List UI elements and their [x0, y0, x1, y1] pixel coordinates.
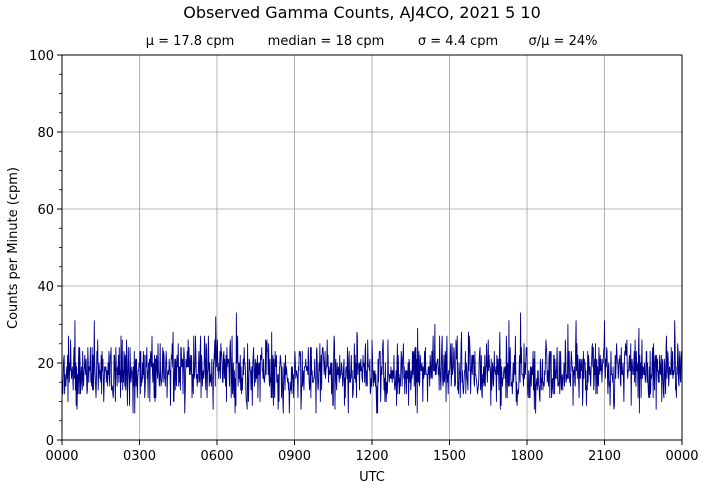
grid-lines [62, 55, 682, 440]
y-tick-label: 20 [37, 357, 54, 372]
y-tick-label: 40 [37, 280, 54, 295]
gamma-count-series [61, 312, 683, 414]
x-tick-label: 1500 [433, 449, 466, 464]
x-tick-label: 1200 [355, 449, 388, 464]
y-tick-label: 80 [37, 126, 54, 141]
axis-ticks: 0000 0300 0600 0900 1200 1500 1800 2100 00000204… [29, 49, 698, 464]
stat-mean: μ = 17.8 cpm [146, 34, 235, 49]
y-tick-label: 0 [46, 434, 54, 449]
stat-ratio: σ/μ = 24% [529, 34, 598, 49]
chart-title: Observed Gamma Counts, AJ4CO, 2021 5 10 [183, 3, 541, 22]
y-tick-label: 100 [29, 49, 54, 64]
x-axis-label: UTC [359, 470, 385, 485]
x-tick-label: 2100 [588, 449, 621, 464]
y-tick-label: 60 [37, 203, 54, 218]
x-tick-label: 0000 [665, 449, 698, 464]
stat-sigma: σ = 4.4 cpm [418, 34, 498, 49]
x-tick-label: 0900 [278, 449, 311, 464]
x-tick-label: 0300 [123, 449, 156, 464]
x-tick-label: 0000 [45, 449, 78, 464]
x-tick-label: 0600 [200, 449, 233, 464]
y-axis-label: Counts per Minute (cpm) [6, 167, 21, 329]
series-group [61, 312, 683, 414]
x-tick-label: 1800 [510, 449, 543, 464]
stat-median: median = 18 cpm [268, 34, 385, 49]
